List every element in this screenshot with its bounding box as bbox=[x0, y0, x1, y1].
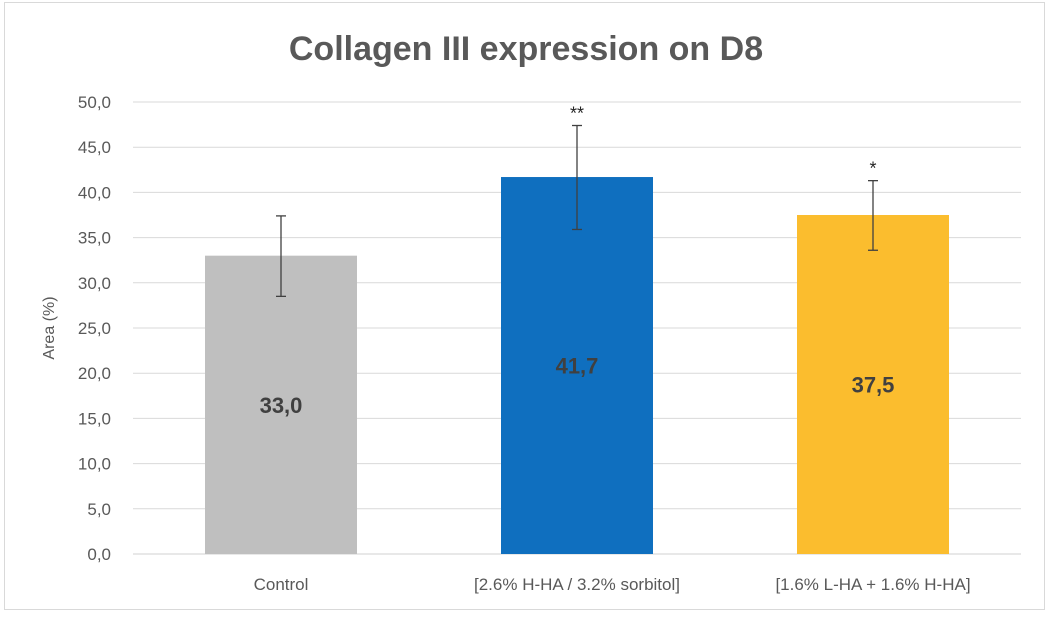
category-label-3: [1.6% L-HA + 1.6% H-HA] bbox=[775, 575, 970, 594]
category-labels: Control [2.6% H-HA / 3.2% sorbitol] [1.6% … bbox=[254, 575, 971, 594]
y-tick-label: 35,0 bbox=[78, 229, 111, 248]
y-tick-label: 25,0 bbox=[78, 319, 111, 338]
y-tick-label: 50,0 bbox=[78, 93, 111, 112]
category-label-2: [2.6% H-HA / 3.2% sorbitol] bbox=[474, 575, 680, 594]
y-tick-labels: 0,0 5,0 10,0 15,0 20,0 25,0 30,0 35,0 40,0 45,0 50… bbox=[78, 93, 111, 564]
bar-1 bbox=[205, 255, 357, 554]
y-tick-label: 20,0 bbox=[78, 364, 111, 383]
data-label-2: 41,7 bbox=[556, 354, 599, 379]
y-tick-label: 10,0 bbox=[78, 455, 111, 474]
error-bar-2 bbox=[572, 124, 582, 231]
significance-marker-2: ** bbox=[570, 104, 584, 124]
data-labels: 33,0 41,7 37,5 bbox=[260, 354, 895, 418]
bars bbox=[205, 177, 949, 555]
category-label-1: Control bbox=[254, 575, 309, 594]
error-bar-1 bbox=[276, 215, 286, 298]
chart-title: Collagen III expression on D8 bbox=[289, 30, 763, 68]
y-tick-label: 45,0 bbox=[78, 138, 111, 157]
significance-marker-3: * bbox=[869, 159, 876, 179]
y-tick-label: 40,0 bbox=[78, 183, 111, 202]
significance-markers: *** bbox=[570, 104, 877, 179]
bar-3 bbox=[797, 215, 949, 554]
error-bar-3 bbox=[868, 179, 878, 251]
data-label-3: 37,5 bbox=[852, 373, 895, 398]
y-tick-label: 30,0 bbox=[78, 274, 111, 293]
data-label-1: 33,0 bbox=[260, 393, 303, 418]
y-axis-title: Area (%) bbox=[41, 296, 58, 359]
bar-2 bbox=[501, 177, 653, 555]
y-tick-label: 5,0 bbox=[87, 500, 111, 519]
y-tick-label: 15,0 bbox=[78, 409, 111, 428]
y-tick-label: 0,0 bbox=[87, 545, 111, 564]
error-bars bbox=[276, 124, 878, 298]
